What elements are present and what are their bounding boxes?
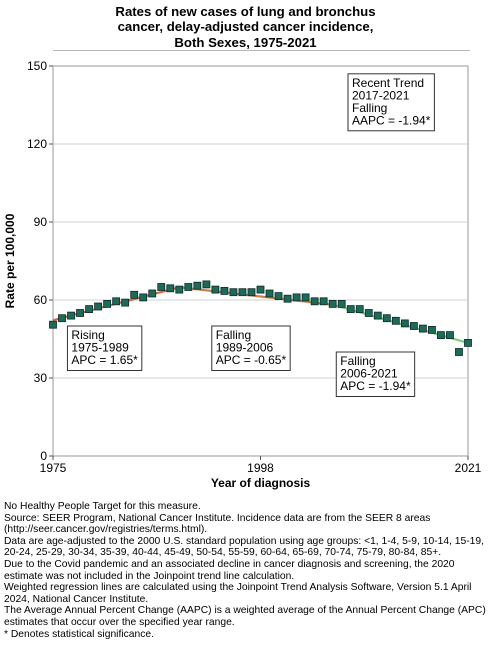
x-axis-title: Year of diagnosis bbox=[211, 476, 311, 490]
annotation-text: 1975-1989 bbox=[71, 341, 129, 355]
trend-line-segment bbox=[179, 286, 333, 306]
data-point bbox=[85, 305, 93, 314]
y-tick-label: 90 bbox=[34, 215, 48, 229]
note-line: Weighted regression lines are calculated… bbox=[4, 582, 472, 605]
data-point bbox=[274, 292, 283, 301]
trend-line-segment bbox=[332, 303, 469, 344]
annotation-box bbox=[211, 325, 291, 371]
data-point bbox=[193, 281, 202, 290]
annotation-box bbox=[347, 73, 435, 132]
data-point bbox=[373, 311, 382, 320]
data-point bbox=[346, 305, 355, 314]
title-divider bbox=[53, 50, 470, 51]
data-point bbox=[157, 283, 166, 291]
note-line: The Average Annual Percent Change (AAPC)… bbox=[4, 605, 486, 628]
x-tick-label: 2021 bbox=[455, 461, 482, 475]
data-point bbox=[256, 285, 265, 294]
data-point bbox=[202, 280, 211, 289]
data-point bbox=[382, 314, 391, 323]
data-point bbox=[175, 285, 184, 294]
annotation-text: Falling bbox=[216, 328, 251, 342]
note-line: Due to the Covid pandemic and an associa… bbox=[4, 558, 455, 582]
data-point bbox=[58, 314, 66, 323]
annotation-text: Falling bbox=[352, 101, 387, 115]
annotation-text: 1989-2006 bbox=[216, 341, 274, 355]
data-point bbox=[464, 338, 472, 347]
note-line: Source: SEER Program, National Cancer In… bbox=[4, 512, 431, 536]
data-point bbox=[310, 297, 319, 306]
data-point bbox=[238, 288, 247, 297]
data-point bbox=[418, 324, 427, 333]
annotation-text: APC = -0.65* bbox=[216, 353, 287, 367]
data-point bbox=[400, 319, 409, 328]
chart-notes: No Healthy People Target for this measur… bbox=[4, 501, 490, 640]
data-point bbox=[364, 309, 373, 317]
data-point bbox=[103, 299, 112, 308]
y-tick-label: 120 bbox=[27, 137, 47, 151]
note-line: * Denotes statistical significance. bbox=[4, 628, 154, 640]
chart-title-line-3: Both Sexes, 1975-2021 bbox=[174, 34, 317, 50]
data-point bbox=[247, 288, 256, 297]
data-point bbox=[292, 293, 301, 302]
data-point bbox=[112, 297, 121, 306]
data-point bbox=[355, 305, 364, 314]
annotation-text: APC = 1.65* bbox=[71, 353, 138, 367]
data-point bbox=[391, 316, 400, 325]
data-point bbox=[184, 283, 193, 291]
data-point bbox=[67, 311, 75, 320]
annotation-text: 2006-2021 bbox=[340, 367, 398, 381]
data-point bbox=[328, 299, 337, 308]
data-point bbox=[94, 302, 103, 311]
x-tick-label: 1975 bbox=[40, 461, 67, 475]
data-point bbox=[211, 285, 220, 294]
data-point bbox=[49, 320, 57, 329]
note-line: Data are age-adjusted to the 2000 U.S. s… bbox=[4, 535, 484, 559]
y-tick-label: 30 bbox=[34, 371, 48, 385]
y-tick-label: 0 bbox=[40, 449, 47, 463]
data-point bbox=[148, 289, 157, 298]
data-point bbox=[337, 299, 346, 308]
data-point bbox=[121, 298, 130, 307]
annotation-text: 2017-2021 bbox=[352, 88, 410, 102]
annotation-text: APC = -1.94* bbox=[340, 379, 411, 393]
data-point bbox=[283, 294, 292, 303]
annotation-text: Recent Trend bbox=[352, 76, 424, 90]
data-point bbox=[166, 284, 175, 293]
data-point bbox=[428, 325, 436, 334]
annotation-text: Rising bbox=[71, 328, 104, 342]
data-point bbox=[446, 331, 454, 340]
chart-title-line-2: cancer, delay-adjusted cancer incidence, bbox=[117, 19, 374, 35]
data-point bbox=[319, 297, 328, 306]
data-point bbox=[229, 288, 238, 297]
annotation-box bbox=[335, 351, 416, 397]
data-point bbox=[301, 293, 310, 302]
data-point bbox=[455, 348, 463, 356]
data-point bbox=[76, 309, 84, 317]
y-tick-label: 60 bbox=[34, 293, 48, 307]
chart-title-line-1: Rates of new cases of lung and bronchus bbox=[115, 4, 376, 19]
chart-svg: 0 30 60 90 120 150 1975 1998 2021 Year of diagnos… bbox=[3, 59, 482, 490]
chart-title: Rates of new cases of lung and bronchus … bbox=[0, 4, 491, 50]
data-point bbox=[409, 322, 418, 330]
data-point bbox=[220, 286, 229, 295]
annotation-text: Falling bbox=[340, 354, 375, 368]
x-tick-label: 1998 bbox=[247, 461, 274, 475]
data-point bbox=[139, 293, 148, 302]
data-point bbox=[265, 289, 274, 298]
y-axis-title: Rate per 100,000 bbox=[3, 213, 17, 308]
y-tick-label: 150 bbox=[27, 59, 47, 73]
annotation-box bbox=[66, 325, 143, 371]
note-line: No Healthy People Target for this measur… bbox=[4, 501, 201, 512]
data-point bbox=[437, 331, 445, 340]
annotation-text: AAPC = -1.94* bbox=[352, 113, 431, 127]
data-point bbox=[130, 290, 139, 299]
